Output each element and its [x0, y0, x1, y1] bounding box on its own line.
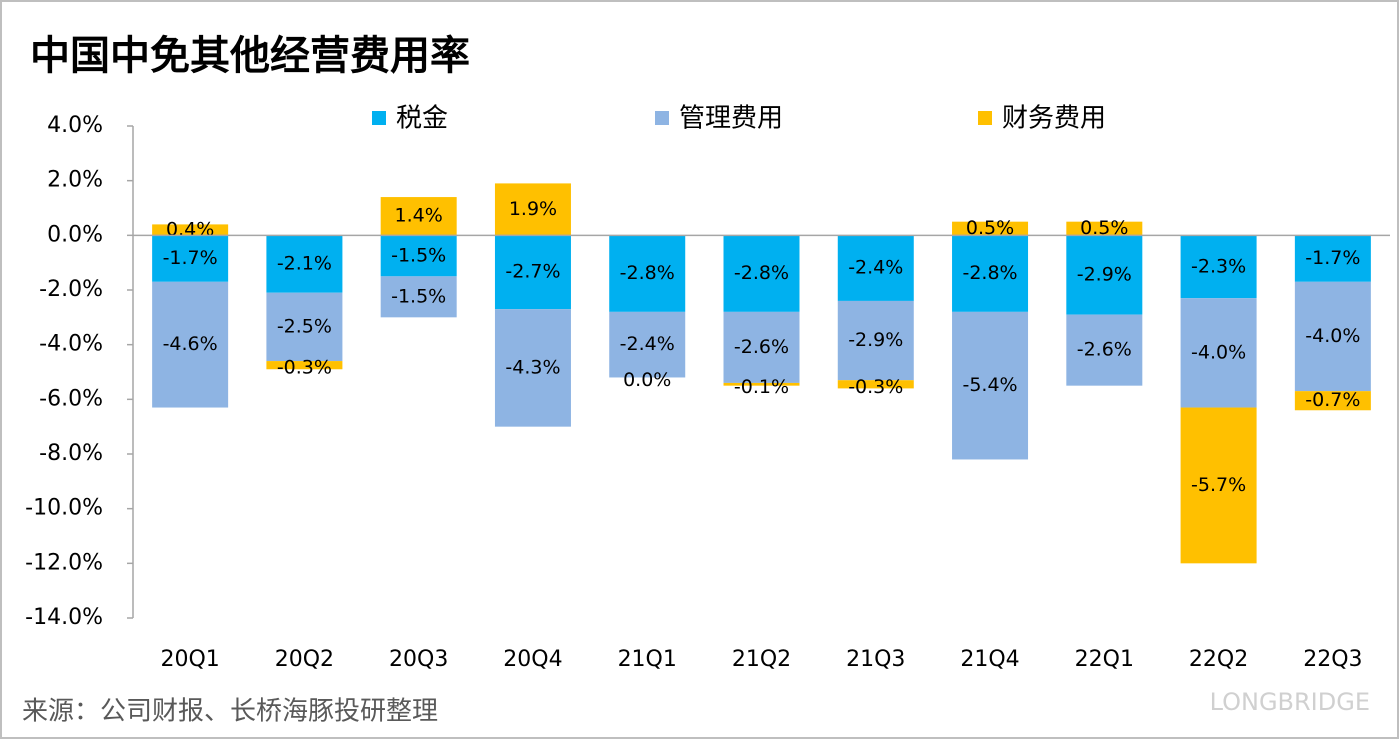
bar-segment — [1180, 235, 1257, 299]
bar-segment — [837, 300, 914, 381]
x-tick-label: 21Q4 — [960, 647, 1019, 672]
watermark: LONGBRIDGE — [1210, 688, 1370, 716]
bar-segment — [266, 361, 343, 370]
y-tick-label: 0.0% — [47, 222, 103, 247]
data-label: -1.7% — [1305, 247, 1360, 269]
bar-segment — [152, 224, 229, 236]
data-label: -2.8% — [620, 262, 675, 284]
x-tick-label: 20Q2 — [275, 647, 334, 672]
data-label: 1.4% — [395, 205, 443, 227]
x-tick-label: 20Q1 — [160, 647, 219, 672]
y-tick-label: -4.0% — [39, 332, 103, 357]
bar-segment — [723, 382, 800, 386]
data-label: -2.8% — [962, 262, 1017, 284]
y-tick-label: -12.0% — [25, 550, 103, 575]
source-note: 来源：公司财报、长桥海豚投研整理 — [22, 697, 438, 727]
bar-segment — [152, 281, 229, 408]
data-label: -2.6% — [1077, 339, 1132, 361]
x-tick-label: 22Q1 — [1075, 647, 1134, 672]
bar-segment — [952, 221, 1029, 236]
bar-segment — [494, 235, 571, 310]
data-label: -4.0% — [1191, 341, 1246, 363]
y-tick-label: 2.0% — [47, 168, 103, 193]
bar-segment — [1066, 221, 1143, 236]
x-tick-label: 20Q3 — [389, 647, 448, 672]
bar-segment — [1294, 281, 1371, 392]
data-label: 0.5% — [1080, 217, 1128, 239]
x-tick-label: 21Q3 — [846, 647, 905, 672]
bar-segment — [609, 311, 686, 378]
y-tick-label: -14.0% — [25, 605, 103, 630]
data-label: -2.9% — [848, 329, 903, 351]
bar-segment — [152, 235, 229, 282]
data-label: -2.1% — [277, 253, 332, 275]
data-label: -2.4% — [620, 333, 675, 355]
data-label: -4.3% — [505, 356, 560, 378]
bar-segment — [723, 311, 800, 383]
data-label: -5.4% — [962, 374, 1017, 396]
bar-segment — [494, 309, 571, 427]
data-label: -1.7% — [163, 247, 218, 269]
y-tick-label: -6.0% — [39, 386, 103, 411]
data-label: -2.9% — [1077, 263, 1132, 285]
data-label: -2.5% — [277, 315, 332, 337]
legend-label: 财务费用 — [1002, 104, 1106, 134]
y-tick-label: -8.0% — [39, 441, 103, 466]
data-label: -0.3% — [848, 376, 903, 398]
x-tick-label: 22Q2 — [1189, 647, 1248, 672]
data-label: -2.6% — [734, 336, 789, 358]
x-tick-label: 22Q3 — [1303, 647, 1362, 672]
y-tick-label: -10.0% — [25, 496, 103, 521]
data-label: -0.3% — [277, 357, 332, 379]
data-label: 0.4% — [166, 218, 214, 240]
bar-segment — [1294, 235, 1371, 282]
chart-title: 中国中免其他经营费用率 — [30, 33, 470, 79]
data-label: 0.5% — [966, 217, 1014, 239]
bar-segment — [609, 235, 686, 312]
bar-segment — [1066, 235, 1143, 315]
bar-segment — [380, 235, 457, 277]
data-label: -2.8% — [734, 262, 789, 284]
data-label: 1.9% — [509, 198, 557, 220]
bar-segment — [837, 235, 914, 301]
data-label: -4.0% — [1305, 325, 1360, 347]
data-label: -1.5% — [391, 285, 446, 307]
bar-segment — [380, 197, 457, 236]
data-label: -4.6% — [163, 333, 218, 355]
x-tick-label: 21Q1 — [618, 647, 677, 672]
legend-label: 税金 — [396, 104, 448, 134]
y-tick-label: 4.0% — [47, 113, 103, 138]
data-label: -1.5% — [391, 244, 446, 266]
bar-segment — [1066, 314, 1143, 386]
bar-segment — [952, 311, 1029, 460]
legend-swatch — [978, 111, 992, 125]
bar-segment — [266, 235, 343, 293]
data-label: -2.3% — [1191, 255, 1246, 277]
x-tick-label: 20Q4 — [503, 647, 562, 672]
bar-segment — [380, 276, 457, 318]
bar-segment — [266, 292, 343, 362]
bar-segment — [1180, 407, 1257, 564]
data-label: -2.4% — [848, 257, 903, 279]
bar-segment — [494, 183, 571, 236]
data-label: 0.0% — [623, 369, 671, 391]
x-tick-label: 21Q2 — [732, 647, 791, 672]
legend-label: 管理费用 — [679, 104, 783, 134]
legend-swatch — [372, 111, 386, 125]
bar-segment — [723, 235, 800, 312]
data-label: -0.7% — [1305, 389, 1360, 411]
data-label: -2.7% — [505, 261, 560, 283]
y-tick-label: -2.0% — [39, 277, 103, 302]
bar-segment — [1294, 391, 1371, 411]
data-label: -5.7% — [1191, 474, 1246, 496]
legend-swatch — [655, 111, 669, 125]
bar-segment — [952, 235, 1029, 312]
data-label: -0.1% — [734, 376, 789, 398]
bar-segment — [837, 380, 914, 389]
bar-segment — [1180, 298, 1257, 408]
